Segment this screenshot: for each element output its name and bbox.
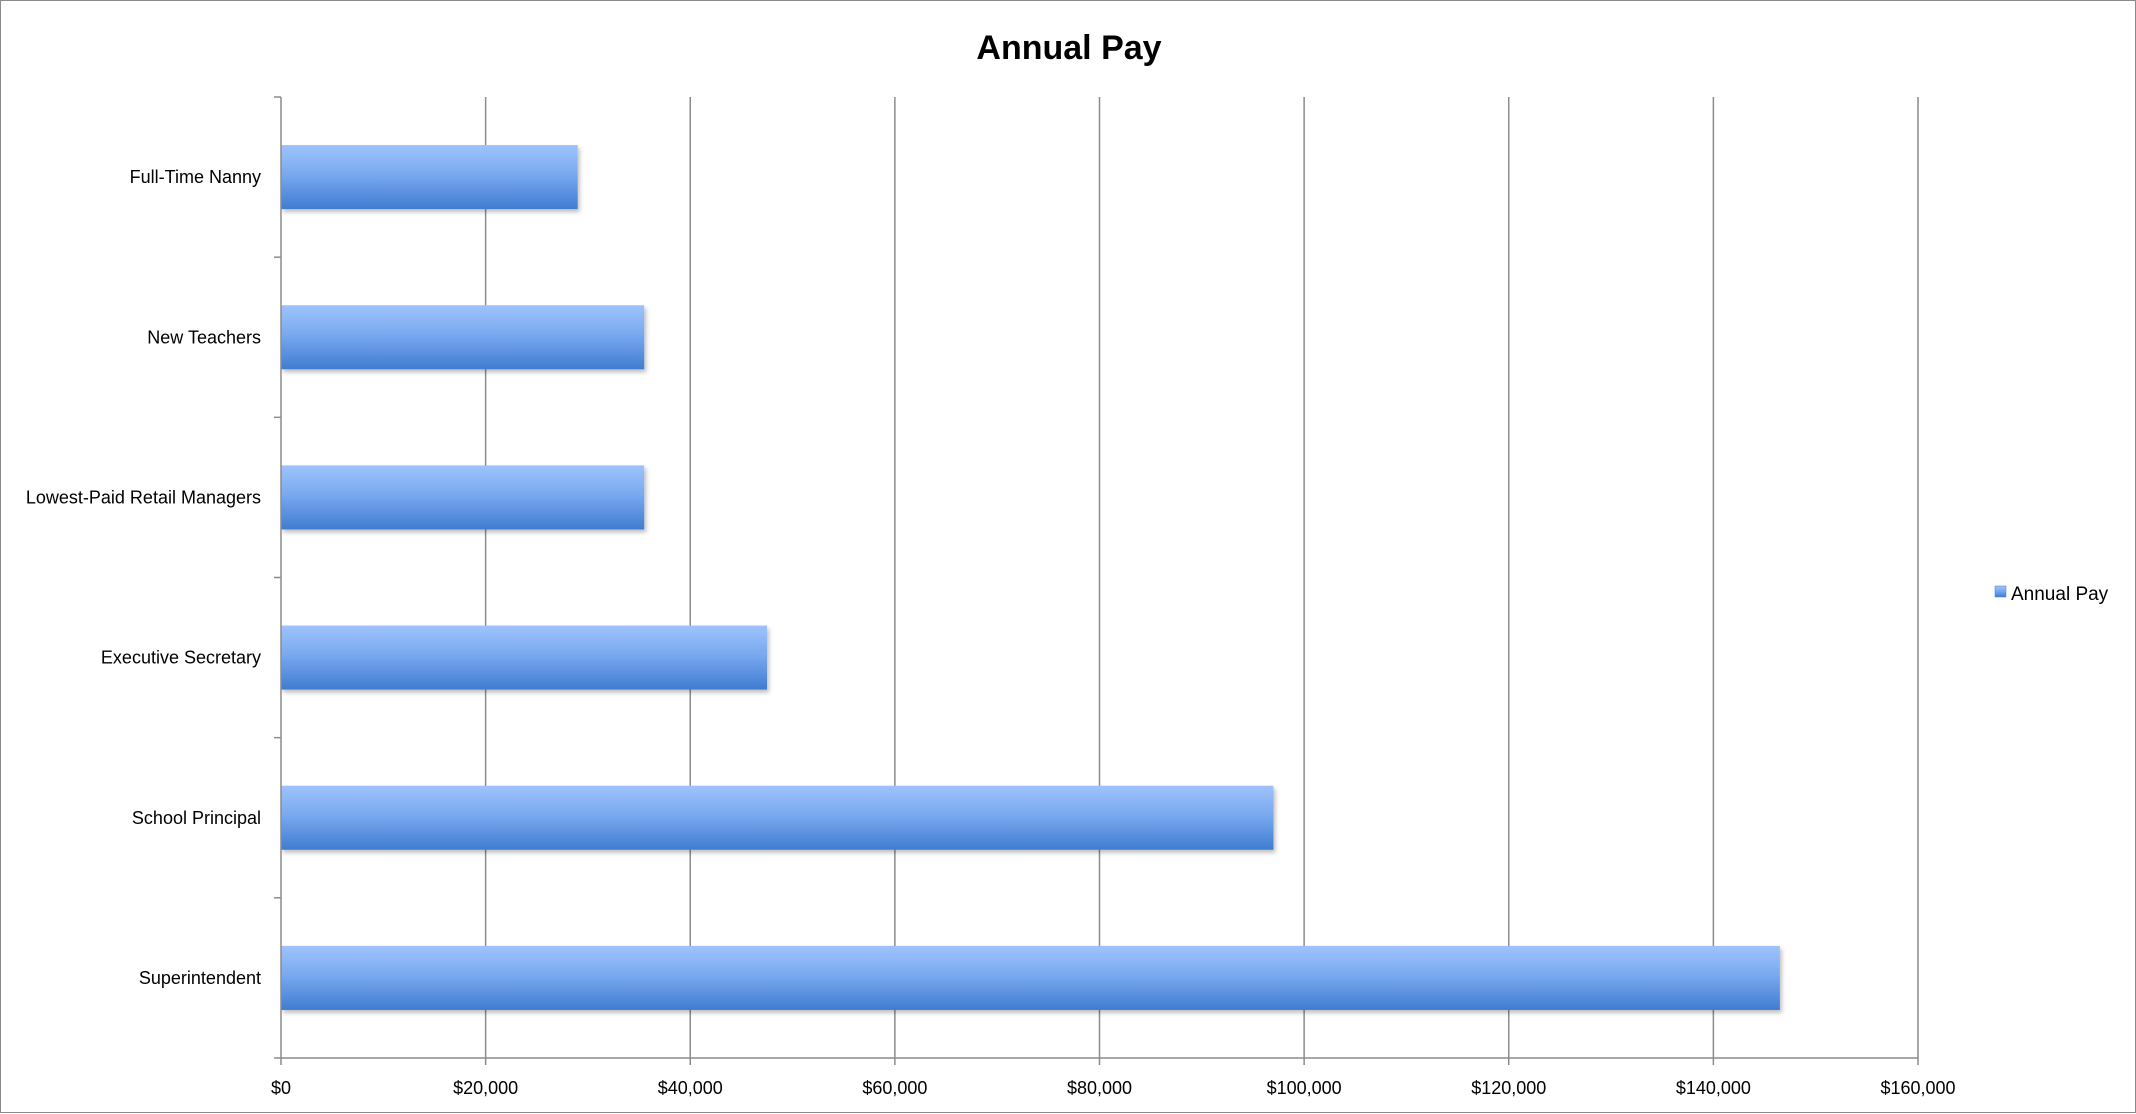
bars <box>281 145 1780 1010</box>
x-tick-label-6: $120,000 <box>1471 1078 1546 1098</box>
x-tick-label-5: $100,000 <box>1267 1078 1342 1098</box>
bar-5 <box>281 945 1780 1010</box>
category-label-4: School Principal <box>132 808 261 828</box>
x-tick-label-0: $0 <box>271 1078 291 1098</box>
category-label-2: Lowest-Paid Retail Managers <box>26 487 261 507</box>
bar-0 <box>281 145 578 210</box>
bar-2 <box>281 465 645 530</box>
category-label-1: New Teachers <box>147 327 261 347</box>
x-tick-label-2: $40,000 <box>658 1078 723 1098</box>
x-tick-label-4: $80,000 <box>1067 1078 1132 1098</box>
category-label-5: Superintendent <box>139 968 261 988</box>
gridlines <box>484 97 1919 1058</box>
legend: Annual Pay <box>1994 584 2109 605</box>
legend-swatch <box>1994 585 2007 598</box>
chart-title: Annual Pay <box>976 29 1161 67</box>
bar-4 <box>281 785 1274 850</box>
x-tick-label-1: $20,000 <box>453 1078 518 1098</box>
legend-label: Annual Pay <box>2011 584 2109 605</box>
x-tick-label-3: $60,000 <box>862 1078 927 1098</box>
axes <box>274 96 1919 1065</box>
x-tick-label-8: $160,000 <box>1880 1078 1955 1098</box>
axis-labels: $0 $20,000 $40,000 $60,000 $80,000 $100,000 $1… <box>26 167 1956 1098</box>
bar-3 <box>281 625 767 690</box>
bar-1 <box>281 305 645 370</box>
category-label-0: Full-Time Nanny <box>130 167 261 187</box>
category-label-3: Executive Secretary <box>101 648 261 668</box>
x-tick-label-7: $140,000 <box>1676 1078 1751 1098</box>
